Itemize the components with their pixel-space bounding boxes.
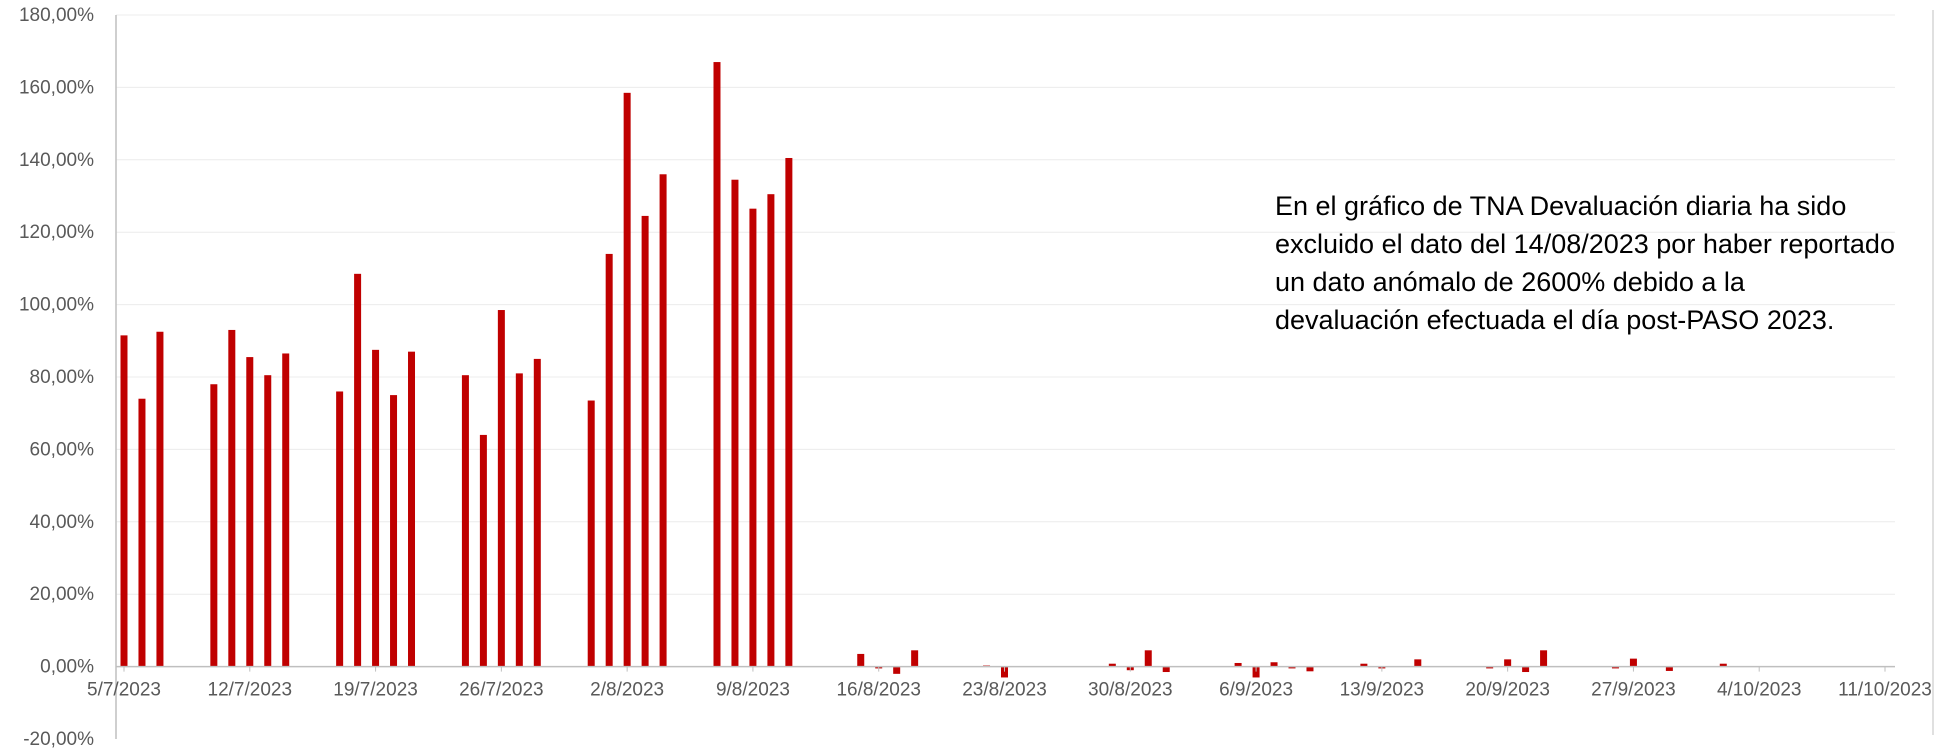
x-tick-label: 4/10/2023 bbox=[1717, 680, 1802, 701]
bar bbox=[749, 208, 757, 667]
bar bbox=[1162, 666, 1170, 673]
bar bbox=[659, 174, 667, 667]
bar bbox=[641, 215, 649, 667]
bar bbox=[1001, 666, 1008, 678]
y-tick-label: 0,00% bbox=[40, 657, 94, 678]
bar bbox=[1504, 659, 1512, 667]
bar bbox=[461, 375, 469, 667]
bar bbox=[1414, 659, 1422, 667]
bar bbox=[587, 400, 595, 667]
x-tick-label: 6/9/2023 bbox=[1219, 680, 1293, 701]
bar bbox=[120, 335, 128, 667]
x-tick-label: 20/9/2023 bbox=[1465, 680, 1550, 701]
bar bbox=[1234, 662, 1242, 667]
x-tick-label: 13/9/2023 bbox=[1340, 680, 1425, 701]
y-tick-label: 120,00% bbox=[19, 222, 94, 243]
bar bbox=[911, 650, 919, 667]
y-tick-label: -20,00% bbox=[23, 729, 94, 748]
bar bbox=[623, 92, 631, 667]
bar bbox=[1108, 663, 1116, 667]
bar bbox=[354, 273, 362, 667]
bar bbox=[210, 384, 218, 667]
x-tick-label: 19/7/2023 bbox=[333, 680, 418, 701]
bar bbox=[1629, 658, 1637, 667]
bar bbox=[479, 434, 487, 667]
bar bbox=[893, 666, 901, 674]
bar bbox=[372, 349, 380, 667]
bar bbox=[1360, 663, 1368, 667]
y-tick-label: 160,00% bbox=[19, 77, 94, 98]
bar bbox=[138, 398, 146, 667]
y-tick-label: 60,00% bbox=[30, 439, 95, 460]
bar bbox=[785, 157, 793, 667]
bar bbox=[1611, 666, 1619, 669]
bar bbox=[713, 62, 721, 667]
bar bbox=[1288, 666, 1296, 669]
bar bbox=[408, 351, 416, 667]
bar bbox=[282, 353, 290, 667]
y-tick-label: 100,00% bbox=[19, 295, 94, 316]
bar bbox=[1540, 650, 1548, 667]
y-tick-label: 20,00% bbox=[30, 584, 95, 605]
annotation-text: En el gráfico de TNA Devaluación diaria … bbox=[1275, 191, 1895, 335]
bar bbox=[246, 357, 254, 667]
bar bbox=[497, 310, 505, 667]
bar bbox=[1252, 666, 1260, 678]
x-tick-label: 11/10/2023 bbox=[1838, 680, 1932, 701]
right-frame-border bbox=[1932, 10, 1934, 735]
bar bbox=[767, 194, 775, 667]
x-tick-label: 5/7/2023 bbox=[87, 680, 161, 701]
bar bbox=[731, 179, 739, 667]
x-tick-label: 12/7/2023 bbox=[208, 680, 293, 701]
x-tick-label: 2/8/2023 bbox=[590, 680, 664, 701]
bar bbox=[336, 391, 344, 667]
x-tick-label: 26/7/2023 bbox=[459, 680, 544, 701]
y-tick-label: 80,00% bbox=[30, 367, 95, 388]
bar bbox=[390, 395, 398, 667]
y-tick-labels: 180,00% 160,00% 140,00% 120,00% 100,00% 80,00… bbox=[19, 5, 94, 748]
bar bbox=[1665, 666, 1673, 671]
x-tick-labels: 5/7/2023 12/7/2023 19/7/2023 26/7/2023 2/8/2… bbox=[87, 680, 1932, 701]
bars bbox=[120, 62, 1727, 678]
y-tick-label: 40,00% bbox=[30, 512, 95, 533]
x-tick-label: 16/8/2023 bbox=[836, 680, 921, 701]
bar bbox=[1270, 662, 1278, 667]
bar bbox=[156, 331, 164, 667]
bar bbox=[228, 329, 236, 667]
bar bbox=[264, 375, 272, 667]
bar bbox=[1306, 666, 1314, 672]
x-tick-label: 9/8/2023 bbox=[716, 680, 790, 701]
bar bbox=[515, 373, 523, 667]
bar bbox=[1486, 666, 1494, 669]
y-tick-label: 140,00% bbox=[19, 150, 94, 171]
bar bbox=[1522, 666, 1530, 673]
x-tick-label: 30/8/2023 bbox=[1088, 680, 1173, 701]
x-tick-label: 23/8/2023 bbox=[962, 680, 1047, 701]
bar bbox=[1144, 650, 1152, 667]
bar bbox=[857, 653, 865, 667]
x-tick-label: 27/9/2023 bbox=[1591, 680, 1676, 701]
bar bbox=[605, 253, 613, 667]
bar bbox=[533, 358, 541, 667]
bar bbox=[1719, 663, 1727, 667]
axes bbox=[115, 15, 1895, 739]
y-tick-label: 180,00% bbox=[19, 5, 94, 26]
